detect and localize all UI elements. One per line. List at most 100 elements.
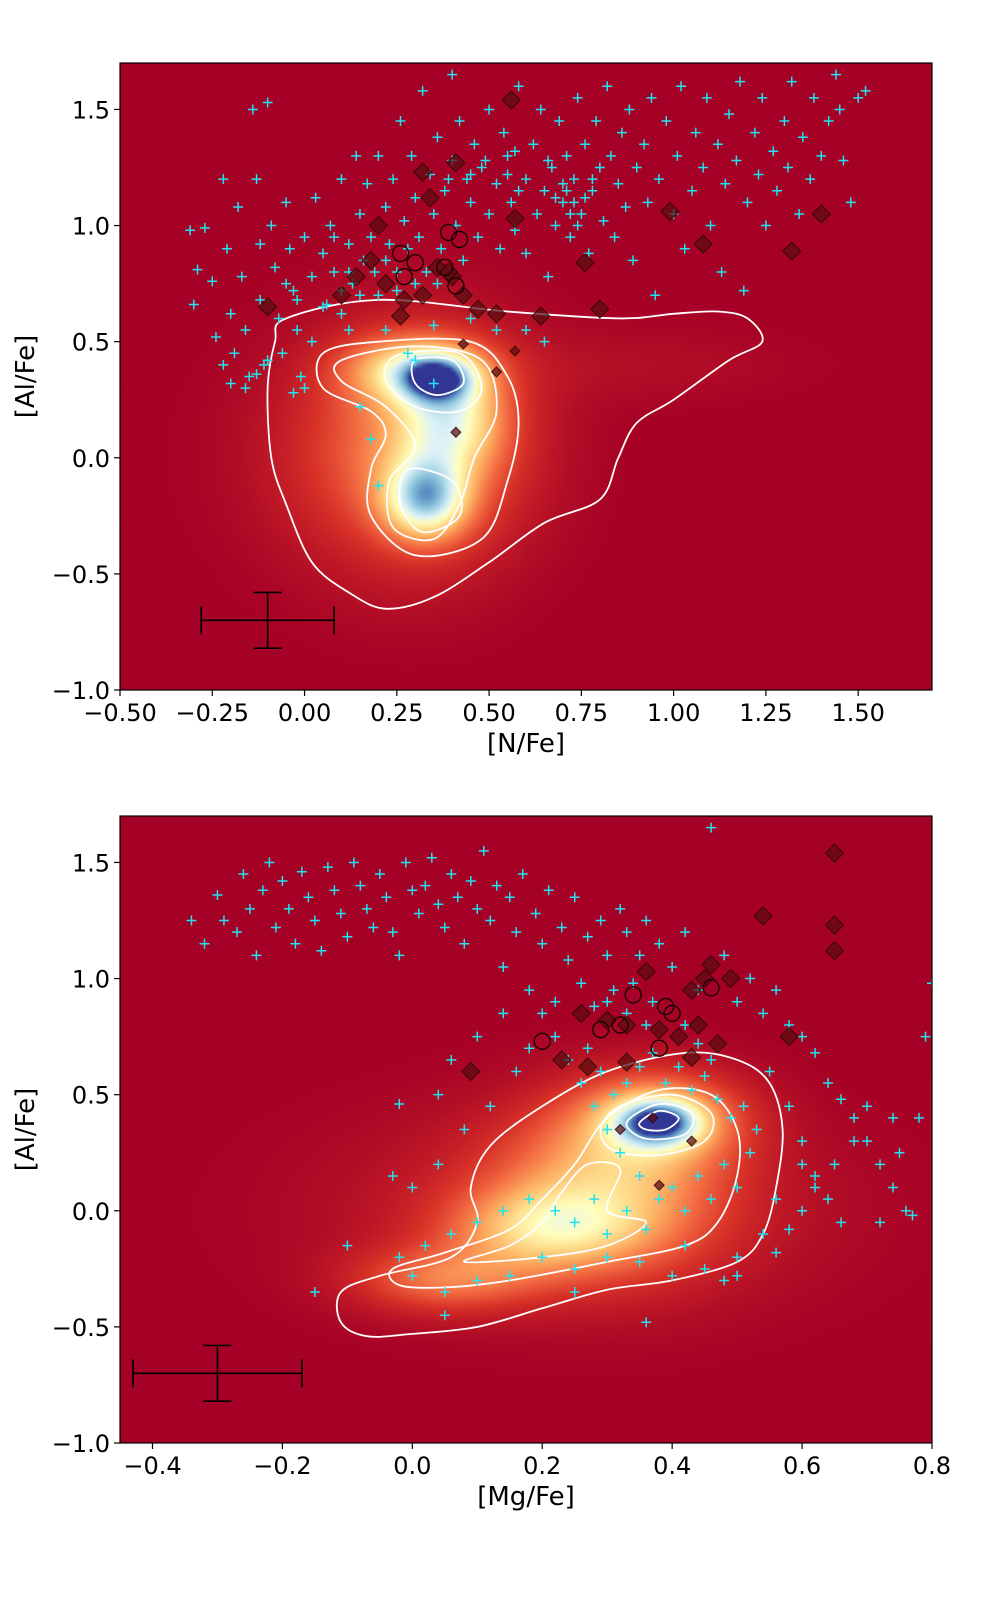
cross-point <box>472 1217 483 1228</box>
density-contour-outer <box>335 1051 784 1338</box>
cross-point <box>797 132 808 143</box>
cross-point <box>875 1159 886 1170</box>
cross-point <box>719 950 730 961</box>
x-tick-label: −0.4 <box>123 1452 181 1480</box>
cross-point <box>823 116 834 127</box>
cross-point <box>667 1270 678 1281</box>
x-axis-label: [Mg/Fe] <box>477 1482 575 1512</box>
cross-point <box>735 76 746 87</box>
cross-point <box>862 1136 873 1147</box>
cross-point <box>550 192 561 203</box>
cross-point <box>572 92 583 103</box>
diamond-large-point <box>412 285 433 305</box>
cross-point <box>745 1147 756 1158</box>
cross-point <box>732 996 743 1007</box>
density-contour-5 <box>410 356 465 397</box>
cross-point <box>295 371 306 382</box>
diamond-large-point <box>694 968 715 989</box>
cross-point <box>587 185 598 196</box>
cross-point <box>565 232 576 243</box>
diamond-large-point <box>681 1047 702 1068</box>
cross-point <box>650 290 661 301</box>
cross-point <box>459 938 470 949</box>
diamond-large-point <box>660 201 680 222</box>
cross-point <box>439 1310 450 1321</box>
cross-point <box>273 313 284 324</box>
cross-point <box>400 857 411 868</box>
cross-point <box>539 336 550 347</box>
cross-point <box>524 1194 535 1205</box>
cross-point <box>568 197 579 208</box>
circle-point <box>450 230 469 249</box>
cross-point <box>421 267 432 277</box>
y-tick-label: 0.0 <box>72 1198 110 1226</box>
cross-point <box>362 178 373 189</box>
density-contour-1 <box>388 1087 741 1289</box>
cross-point <box>255 239 266 250</box>
cross-point <box>569 892 580 903</box>
cross-point <box>797 1159 808 1170</box>
y-axis-label: [Al/Fe] <box>11 1088 41 1172</box>
cross-point <box>420 1240 431 1251</box>
circle-point <box>663 1004 681 1023</box>
cross-point <box>690 127 701 138</box>
diamond-large-point <box>707 1033 728 1054</box>
cross-point <box>336 308 347 319</box>
cross-point <box>498 127 509 138</box>
cross-point <box>511 1066 522 1077</box>
cross-point <box>218 359 229 370</box>
cross-point <box>351 150 362 161</box>
cross-point <box>458 255 469 266</box>
cross-point <box>354 290 365 301</box>
cross-point <box>509 146 520 157</box>
cross-point <box>680 927 691 938</box>
cross-point <box>238 869 249 880</box>
cross-point <box>288 387 299 398</box>
cross-point <box>621 1205 632 1216</box>
cross-point <box>426 852 437 863</box>
y-tick-label: 1.0 <box>72 966 110 994</box>
cross-markers <box>185 69 871 491</box>
cross-point <box>354 208 365 219</box>
cross-point <box>738 285 749 296</box>
cross-point <box>502 169 513 180</box>
cross-point <box>771 1194 782 1205</box>
cross-point <box>758 1008 769 1019</box>
cross-point <box>495 243 506 254</box>
cross-point <box>410 192 421 203</box>
circle-point <box>447 277 465 295</box>
diamond-large-point <box>446 153 466 173</box>
cross-point <box>472 903 483 914</box>
cross-point <box>836 1217 847 1228</box>
cross-point <box>329 232 340 243</box>
cross-point <box>834 104 845 115</box>
cross-point <box>849 1112 860 1123</box>
cross-point <box>264 857 275 868</box>
cross-point <box>244 371 255 382</box>
cross-point <box>454 116 465 127</box>
cross-point <box>894 1147 905 1158</box>
diamond-large-point <box>753 906 773 926</box>
cross-point <box>402 348 413 359</box>
x-tick-label: 0.4 <box>653 1452 691 1480</box>
cross-point <box>361 903 372 914</box>
cross-point <box>768 146 779 157</box>
cross-point <box>222 243 233 254</box>
diamond-large-point <box>376 273 396 294</box>
diamond-large-point <box>505 208 525 229</box>
x-tick-label: −0.50 <box>83 699 157 727</box>
diamond-large-point <box>578 1057 598 1077</box>
diamond-large-point <box>824 843 845 863</box>
cross-point <box>322 862 333 873</box>
cross-point <box>927 978 932 989</box>
cross-point <box>609 232 620 243</box>
y-tick-label: 1.0 <box>72 213 110 241</box>
cross-point <box>853 92 864 103</box>
cross-point <box>218 915 229 926</box>
error-bar <box>200 591 335 649</box>
cross-point <box>797 1136 808 1147</box>
cross-point <box>270 922 281 933</box>
diamond-markers <box>257 90 831 438</box>
cross-point <box>484 104 495 115</box>
